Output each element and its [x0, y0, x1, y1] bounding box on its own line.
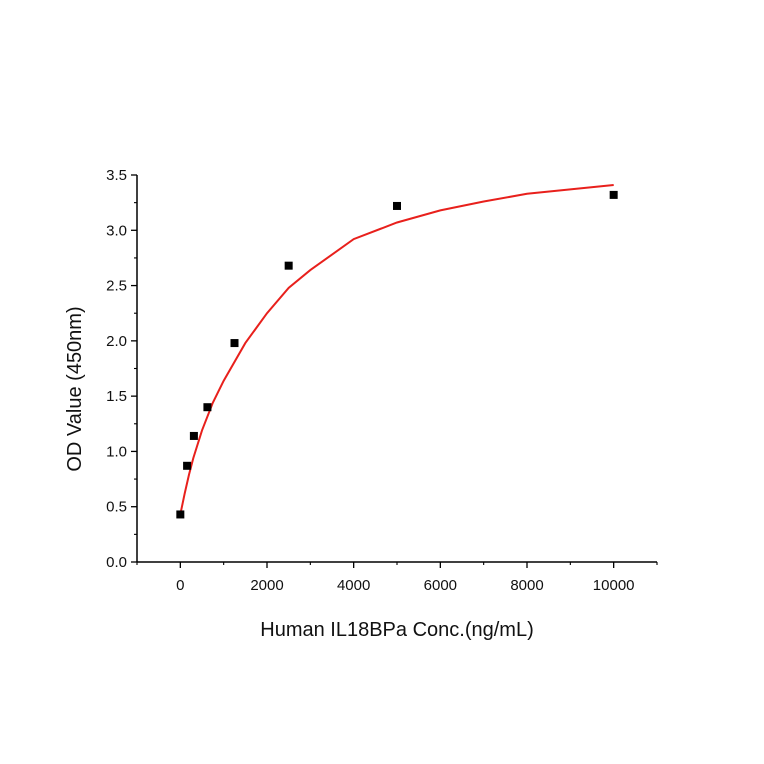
- y-axis-title: OD Value (450nm): [64, 306, 86, 471]
- fit-curve: [179, 184, 614, 515]
- x-tick-label: 6000: [424, 577, 457, 594]
- data-point: [230, 339, 239, 348]
- data-point: [609, 190, 618, 199]
- y-tick-label: 1.5: [106, 388, 127, 405]
- data-point: [393, 201, 401, 210]
- y-tick-label: 0.5: [106, 499, 127, 516]
- data-point: [203, 403, 212, 412]
- x-tick-label: 10000: [593, 577, 635, 594]
- y-tick-label: 3.0: [106, 222, 127, 239]
- data-point: [183, 461, 192, 470]
- y-tick-label: 1.0: [106, 443, 127, 460]
- plot-area: [176, 184, 618, 519]
- x-tick-label: 8000: [510, 577, 543, 594]
- x-axis-title: Human IL18BPa Conc.(ng/mL): [260, 619, 533, 641]
- data-point: [189, 431, 198, 440]
- x-tick-label: 0: [176, 577, 184, 594]
- x-tick-label: 2000: [250, 577, 283, 594]
- y-tick-label: 3.5: [106, 167, 127, 184]
- x-axis: 0 2000 4000 6000 8000 10000: [136, 561, 658, 594]
- data-point: [176, 510, 185, 519]
- y-tick-label: 2.5: [106, 278, 127, 295]
- y-tick-label: 0.0: [106, 554, 127, 571]
- x-tick-label: 4000: [337, 577, 370, 594]
- y-axis: 0.0 0.5 1.0 1.5 2.0 2.5 3.0 3.5: [106, 167, 138, 571]
- y-tick-label: 2.0: [106, 333, 127, 350]
- data-point: [284, 261, 293, 270]
